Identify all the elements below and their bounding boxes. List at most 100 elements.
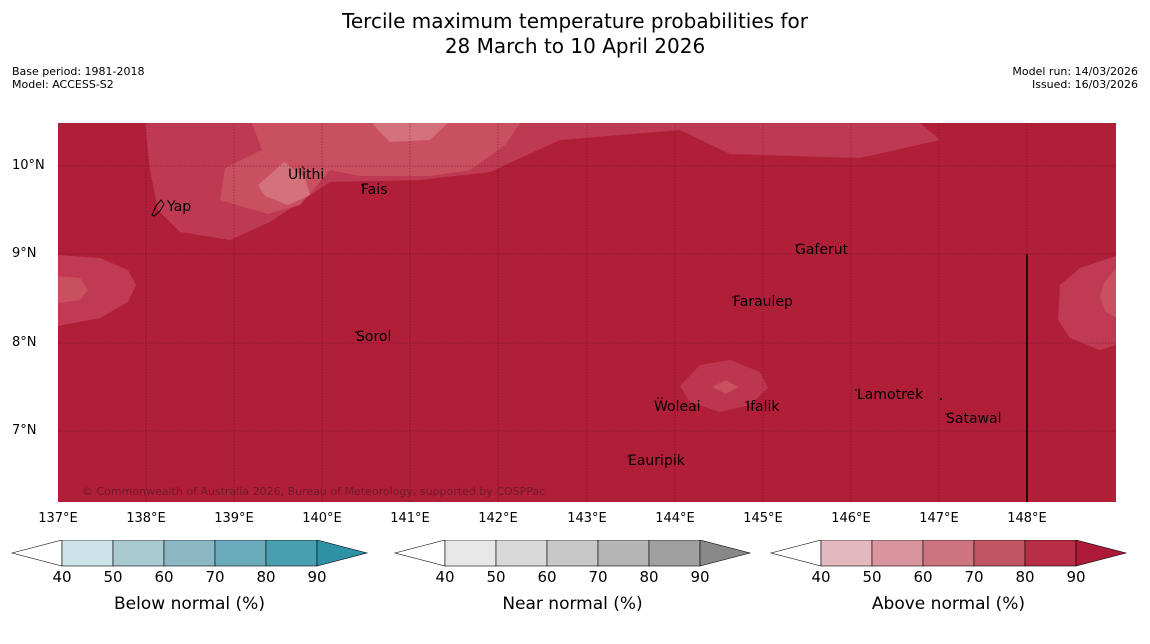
model-run: Model run: 14/03/2026 xyxy=(1012,65,1138,78)
colorbar-above-segment xyxy=(871,540,924,567)
contour-woleai-inner xyxy=(712,380,738,394)
colorbar-above-segment xyxy=(1024,540,1077,567)
colorbar-below-tick: 90 xyxy=(307,568,327,586)
colorbar-above-tick: 50 xyxy=(862,568,882,586)
lat-label-8: 8°N xyxy=(12,335,37,350)
colorbar-near-segment xyxy=(546,540,599,567)
place-label-lamotrek: Lamotrek xyxy=(857,387,924,403)
colorbar-below-upper-extension xyxy=(316,540,369,567)
lon-label-142: 142°E xyxy=(478,511,518,526)
place-label-ulithi: Ulithi xyxy=(288,167,325,183)
contour-north-40-50 xyxy=(258,123,448,205)
issued-date: Issued: 16/03/2026 xyxy=(1031,78,1138,91)
colorbar-above-segment xyxy=(820,540,873,567)
lon-label-138: 138°E xyxy=(126,511,166,526)
island-dots xyxy=(302,166,947,457)
colorbar-near-segment xyxy=(444,540,497,567)
lon-label-139: 139°E xyxy=(214,511,254,526)
title-line-1: Tercile maximum temperature probabilitie… xyxy=(342,9,808,33)
copyright-notice: © Commonwealth of Australia 2026, Bureau… xyxy=(82,485,546,498)
lon-label-144: 144°E xyxy=(655,511,695,526)
island-dot-fais xyxy=(361,184,363,186)
place-label-fais: Fais xyxy=(361,182,388,198)
contour-west xyxy=(58,255,136,326)
colorbar-above-tick: 80 xyxy=(1015,568,1035,586)
base-period: Base period: 1981-2018 xyxy=(12,65,145,78)
colorbar-near-segment xyxy=(597,540,650,567)
colorbar-above-tick: 60 xyxy=(913,568,933,586)
island-dot-gaferut xyxy=(795,244,797,246)
contour-west-inner xyxy=(58,276,88,303)
island-dot-faraulep xyxy=(732,296,734,298)
lon-label-148: 148°E xyxy=(1007,511,1047,526)
colorbar-below-segment xyxy=(214,540,267,567)
island-dot-ulithi xyxy=(302,166,304,168)
place-label-sorol: Sorol xyxy=(356,329,392,345)
contour-east-inner xyxy=(1100,268,1116,318)
colorbar-near-tick: 60 xyxy=(537,568,557,586)
colorbar-below-tick: 70 xyxy=(205,568,225,586)
colorbar-below-tick: 60 xyxy=(154,568,174,586)
colorbars xyxy=(10,540,1128,567)
colorbar-near-upper-extension xyxy=(699,540,752,567)
colorbar-below-segment xyxy=(265,540,318,567)
colorbar-below-tick: 50 xyxy=(103,568,123,586)
colorbar-near-tick: 80 xyxy=(639,568,659,586)
colorbar-above-segment xyxy=(922,540,975,567)
island-dot-satawal xyxy=(945,413,947,415)
lon-label-143: 143°E xyxy=(567,511,607,526)
colorbar-near-tick: 40 xyxy=(435,568,455,586)
colorbar-near-segment xyxy=(648,540,701,567)
island-dot-woleai-b xyxy=(661,397,663,399)
model-name: Model: ACCESS-S2 xyxy=(12,78,114,91)
title-line-2: 28 March to 10 April 2026 xyxy=(444,34,706,58)
colorbar-above-tick: 70 xyxy=(964,568,984,586)
lat-label-7: 7°N xyxy=(12,423,37,438)
colorbar-near-lower-extension xyxy=(393,540,446,567)
place-label-ifalik: Ifalik xyxy=(746,399,780,415)
place-label-gaferut: Gaferut xyxy=(795,242,849,258)
lon-label-140: 140°E xyxy=(302,511,342,526)
contour-east xyxy=(1058,256,1116,350)
colorbar-near-segment xyxy=(495,540,548,567)
lat-label-10: 10°N xyxy=(12,158,45,173)
colorbar-near xyxy=(393,540,752,567)
colorbar-below-segment xyxy=(61,540,114,567)
place-label-satawal: Satawal xyxy=(946,411,1002,427)
colorbar-below-lower-extension xyxy=(10,540,63,567)
place-label-woleai: Woleai xyxy=(654,399,701,415)
place-label-eauripik: Eauripik xyxy=(628,453,685,469)
colorbar-below-segment xyxy=(112,540,165,567)
colorbar-near-tick: 50 xyxy=(486,568,506,586)
colorbar-above-segment xyxy=(973,540,1026,567)
colorbar-above-tick: 90 xyxy=(1066,568,1086,586)
lon-label-137: 137°E xyxy=(38,511,78,526)
lon-label-145: 145°E xyxy=(743,511,783,526)
island-dot-elato xyxy=(940,398,942,400)
colorbar-near-tick: 70 xyxy=(588,568,608,586)
colorbar-below xyxy=(10,540,369,567)
colorbar-near-tick: 90 xyxy=(690,568,710,586)
island-dot-sorol xyxy=(355,331,357,333)
lon-label-147: 147°E xyxy=(919,511,959,526)
island-dot-ifalik xyxy=(745,401,747,403)
place-label-yap: Yap xyxy=(167,199,192,215)
colorbar-below-tick: 80 xyxy=(256,568,276,586)
colorbar-above-upper-extension xyxy=(1075,540,1128,567)
island-dot-lamotrek xyxy=(855,389,857,391)
colorbar-above-tick: 40 xyxy=(811,568,831,586)
meta-left: Base period: 1981-2018 Model: ACCESS-S2 xyxy=(12,65,144,91)
colorbar-above-title: Above normal (%) xyxy=(871,594,1026,614)
colorbar-above-lower-extension xyxy=(769,540,822,567)
island-dot-woleai-a xyxy=(657,397,659,399)
meta-right: Model run: 14/03/2026 Issued: 16/03/2026 xyxy=(1012,65,1138,91)
colorbar-below-title: Below normal (%) xyxy=(114,594,265,614)
place-label-faraulep: Faraulep xyxy=(733,294,793,310)
colorbar-below-segment xyxy=(163,540,216,567)
chart-title: Tercile maximum temperature probabilitie… xyxy=(0,9,1150,59)
lat-label-9: 9°N xyxy=(12,246,37,261)
yap-island-outline xyxy=(151,199,165,217)
colorbar-near-title: Near normal (%) xyxy=(502,594,643,614)
colorbar-below-tick: 40 xyxy=(52,568,72,586)
